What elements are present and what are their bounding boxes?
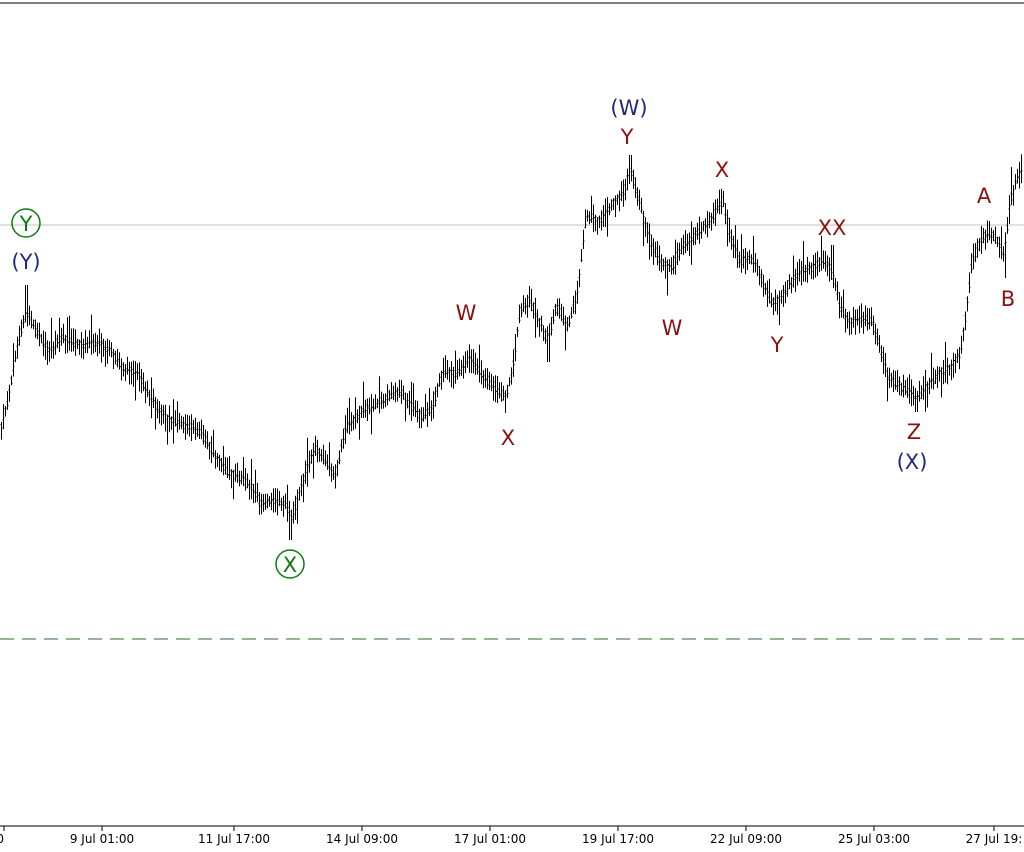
wave-markers: [11, 208, 305, 579]
wave-label: Y: [620, 125, 634, 149]
x-tick-label: 14 Jul 09:00: [326, 832, 398, 846]
wave-circle-marker: [11, 208, 41, 238]
wave-label: X: [715, 158, 729, 182]
x-axis-ticks: 0 9 Jul 01:00 11 Jul 17:00 14 Jul 09:00 17 J…: [0, 826, 1022, 846]
x-tick-label: 27 Jul 19:: [966, 832, 1023, 846]
wave-label: W: [456, 301, 477, 325]
wave-label: W: [662, 316, 683, 340]
x-tick-label: 22 Jul 09:00: [710, 832, 782, 846]
wave-label: Y: [19, 212, 33, 236]
wave-label: B: [1001, 287, 1015, 311]
wave-label: (W): [610, 96, 647, 120]
wave-labels: Y (Y) X W X (W) Y W X Y XX Z (X) A B: [11, 96, 1015, 577]
wave-label: Z: [907, 420, 921, 444]
wave-label: A: [977, 184, 992, 208]
wave-label: (X): [897, 450, 928, 474]
wave-label: (Y): [11, 250, 40, 274]
x-tick-label: 9 Jul 01:00: [70, 832, 134, 846]
wave-label: Y: [770, 333, 784, 357]
wave-label: X: [501, 426, 515, 450]
x-tick-label: 11 Jul 17:00: [198, 832, 270, 846]
price-bars: [0, 154, 1023, 540]
x-tick-label: 25 Jul 03:00: [838, 832, 910, 846]
wave-circle-marker: [275, 549, 305, 579]
wave-label: X: [283, 553, 297, 577]
x-tick-label: 19 Jul 17:00: [582, 832, 654, 846]
x-tick-label: 17 Jul 01:00: [454, 832, 526, 846]
wave-label: XX: [818, 216, 847, 240]
x-tick-label: 0: [0, 832, 4, 846]
